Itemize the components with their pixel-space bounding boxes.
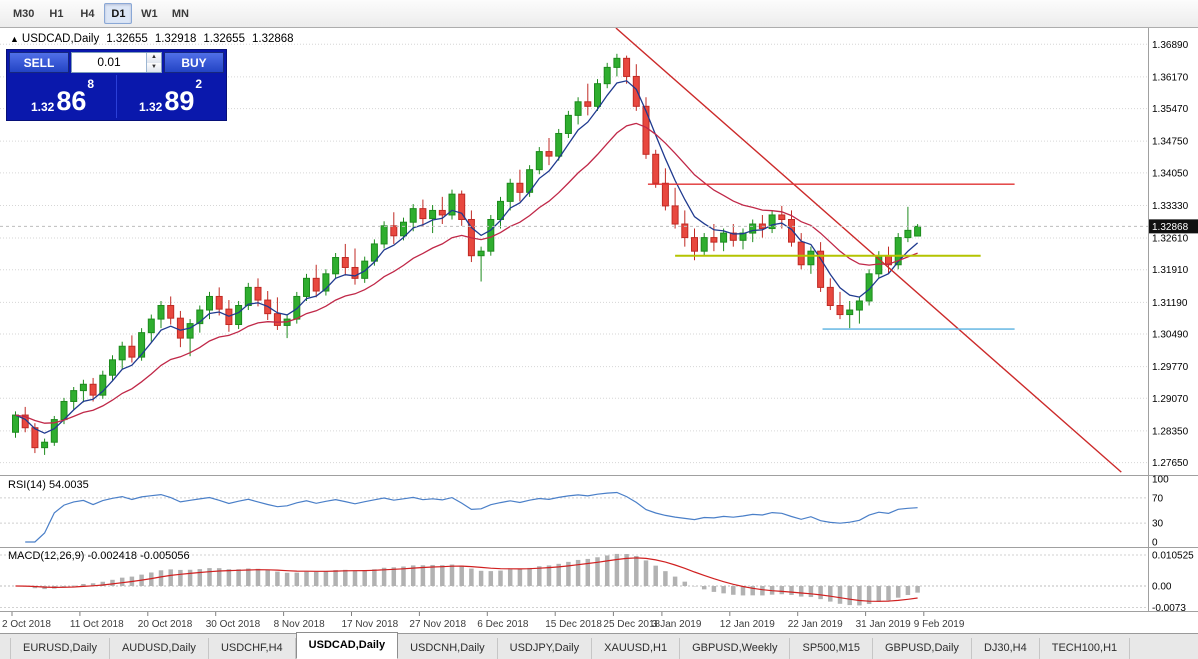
candles-layer[interactable] (12, 53, 922, 455)
macd-axis-label: 0.00 (1152, 582, 1172, 593)
date-axis-label: 15 Dec 2018 (545, 619, 602, 630)
chart-symbol-title: USDCAD,Daily (21, 33, 100, 45)
rsi-axis-label: 30 (1152, 519, 1164, 530)
price-axis-label: 1.36890 (1152, 40, 1189, 51)
tab-gbpusd-daily[interactable]: GBPUSD,Daily (873, 638, 972, 659)
rsi-axis-label: 100 (1152, 475, 1169, 486)
rsi-indicator-label: RSI(14) 54.0035 (8, 479, 89, 491)
sell-price-display: 1.32 86 8 (9, 75, 116, 118)
price-axis-label: 1.27650 (1152, 458, 1189, 469)
date-axis-label: 3 Jan 2019 (652, 619, 702, 630)
price-axis-label: 1.34050 (1152, 168, 1189, 179)
buy-price-big: 89 (164, 86, 195, 117)
price-axis-label: 1.30490 (1152, 330, 1189, 341)
macd-axis-label: -0.0073 (1152, 603, 1186, 614)
date-axis-label: 2 Oct 2018 (2, 619, 51, 630)
tab-audusd-daily[interactable]: AUDUSD,Daily (110, 638, 209, 659)
date-axis-label: 30 Oct 2018 (206, 619, 261, 630)
sell-price-pipette: 8 (87, 77, 95, 91)
timeframe-button-w1[interactable]: W1 (135, 3, 163, 24)
date-axis-label: 31 Jan 2019 (856, 619, 911, 630)
price-axis-label: 1.32610 (1152, 234, 1189, 245)
chart-info-line: ▲ USDCAD,Daily 1.32655 1.32918 1.32655 1.3286… (10, 33, 294, 45)
descending-trendline[interactable] (615, 28, 1122, 473)
tab-dj30-h4[interactable]: DJ30,H4 (972, 638, 1040, 659)
lot-size-value: 0.01 (97, 55, 121, 69)
timeframe-toolbar: M30 H1 H4 D1 W1 MN (0, 0, 1198, 28)
current-price-tag (1149, 219, 1198, 234)
date-axis-label: 20 Oct 2018 (138, 619, 193, 630)
date-axis-label: 25 Dec 2018 (603, 619, 660, 630)
date-axis-label: 9 Feb 2019 (914, 619, 965, 630)
rsi-axis-label: 0 (1152, 538, 1158, 549)
ohlc-close: 1.32868 (251, 33, 294, 45)
price-axis[interactable]: 1.36890 1.36170 1.35470 1.34750 1.34050 1.333… (1149, 40, 1198, 614)
price-axis-label: 1.34750 (1152, 137, 1189, 148)
rsi-axis-label: 70 (1152, 493, 1164, 504)
macd-panel[interactable] (0, 553, 1148, 609)
ohlc-high: 1.32918 (154, 33, 197, 45)
symbol-tabs: EURUSD,Daily AUDUSD,Daily USDCHF,H4 USDCAD,… (0, 632, 1198, 659)
price-axis-label: 1.35470 (1152, 104, 1189, 115)
ohlc-low: 1.32655 (203, 33, 245, 45)
tab-usdcad-daily[interactable]: USDCAD,Daily (295, 632, 399, 659)
timeframe-button-m30[interactable]: M30 (8, 3, 39, 24)
tab-gbpusd-weekly[interactable]: GBPUSD,Weekly (680, 638, 791, 659)
price-axis-label: 1.33330 (1152, 201, 1189, 212)
tab-usdcnh-daily[interactable]: USDCNH,Daily (398, 638, 498, 659)
price-axis-label: 1.31910 (1152, 265, 1189, 276)
price-axis-label: 1.31190 (1152, 298, 1188, 309)
price-axis-label: 1.29770 (1152, 362, 1189, 373)
svg-text:1.32868: 1.32868 (1152, 222, 1189, 233)
date-axis-label: 27 Nov 2018 (409, 619, 466, 630)
annotation-objects (0, 28, 1148, 473)
timeframe-button-d1[interactable]: D1 (104, 3, 133, 24)
macd-axis-label: 0.010525 (1152, 550, 1194, 561)
panel-separators (0, 28, 1198, 612)
spinner-up-icon[interactable]: ▲ (147, 53, 161, 63)
price-axis-label: 1.36170 (1152, 72, 1189, 83)
date-axis-label: 17 Nov 2018 (342, 619, 399, 630)
date-axis-label: 22 Jan 2019 (788, 619, 843, 630)
date-axis-label: 12 Jan 2019 (720, 619, 775, 630)
sell-price-prefix: 1.32 (30, 100, 55, 114)
tab-usdjpy-daily[interactable]: USDJPY,Daily (498, 638, 593, 659)
macd-signal-line (15, 557, 918, 602)
rsi-line (25, 491, 918, 543)
rsi-panel[interactable] (0, 491, 1148, 543)
moving-averages (15, 80, 919, 434)
buy-button[interactable]: BUY (164, 52, 224, 73)
grid-layer (0, 43, 1148, 464)
macd-indicator-label: MACD(12,26,9) -0.002418 -0.005056 (8, 550, 190, 562)
sell-button[interactable]: SELL (9, 52, 69, 73)
tab-tech100-h1[interactable]: TECH100,H1 (1040, 638, 1131, 659)
ma-fast-line (15, 80, 919, 434)
spinner-down-icon[interactable]: ▼ (147, 62, 161, 72)
buy-price-display: 1.32 89 2 (116, 75, 224, 118)
tab-usdchf-h4[interactable]: USDCHF,H4 (209, 638, 296, 659)
date-axis-label: 6 Dec 2018 (477, 619, 529, 630)
lot-stepper: ▲ ▼ (146, 53, 161, 72)
timeframe-button-h4[interactable]: H4 (73, 3, 101, 24)
sell-price-big: 86 (56, 86, 87, 117)
one-click-trading-panel: SELL 0.01 ▲ ▼ BUY 1.32 86 8 1.32 89 2 (6, 49, 227, 121)
ma-slow-line (15, 122, 918, 424)
buy-price-prefix: 1.32 (138, 100, 163, 114)
tab-eurusd-daily[interactable]: EURUSD,Daily (10, 638, 110, 659)
price-axis-label: 1.29070 (1152, 394, 1189, 405)
buy-price-pipette: 2 (195, 77, 203, 91)
tab-sp500-m15[interactable]: SP500,M15 (790, 638, 873, 659)
timeframe-button-h1[interactable]: H1 (42, 3, 70, 24)
price-axis-label: 1.28350 (1152, 426, 1189, 437)
lot-size-field[interactable]: 0.01 ▲ ▼ (71, 52, 162, 73)
tick-up-icon: ▲ (10, 34, 19, 44)
ohlc-open: 1.32655 (106, 33, 148, 45)
date-axis-label: 8 Nov 2018 (274, 619, 326, 630)
tab-xauusd-h1[interactable]: XAUUSD,H1 (592, 638, 681, 659)
date-axis-label: 11 Oct 2018 (70, 619, 124, 630)
date-axis[interactable]: 2 Oct 2018 11 Oct 2018 20 Oct 2018 30 Oct 2… (2, 612, 965, 630)
chart-area[interactable]: 2 Oct 2018 11 Oct 2018 20 Oct 2018 30 Oct 2… (0, 28, 1198, 633)
timeframe-button-mn[interactable]: MN (166, 3, 194, 24)
